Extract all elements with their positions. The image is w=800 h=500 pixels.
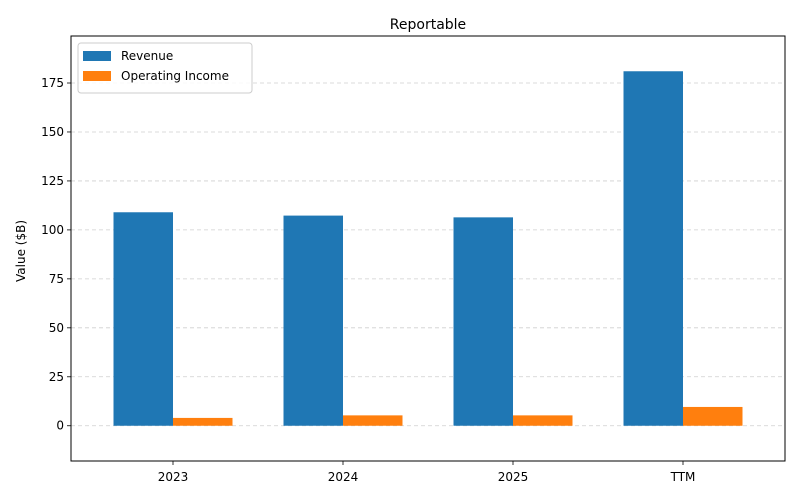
axes: 0 25 50 75 100 125 150 175 2023 2024 2025 TTM bbox=[41, 35, 786, 484]
legend-swatch-operating-income bbox=[83, 71, 111, 81]
y-tick-label: 0 bbox=[56, 419, 64, 433]
bar-operating-income-2025 bbox=[513, 415, 573, 426]
bar-operating-income-ttm bbox=[683, 406, 743, 426]
legend-swatch-revenue bbox=[83, 51, 111, 61]
y-tick-label: 50 bbox=[49, 321, 64, 335]
bar-revenue-2024 bbox=[283, 215, 343, 426]
x-tick-label: 2023 bbox=[158, 470, 189, 484]
y-tick-label: 25 bbox=[49, 370, 64, 384]
y-tick-label: 75 bbox=[49, 272, 64, 286]
bar-revenue-2023 bbox=[113, 212, 173, 426]
bars bbox=[113, 71, 743, 426]
y-tick-label: 125 bbox=[41, 174, 64, 188]
y-tick-label: 175 bbox=[41, 76, 64, 90]
y-axis-label: Value ($B) bbox=[14, 220, 28, 282]
x-tick-label: 2024 bbox=[328, 470, 359, 484]
x-tick-label: TTM bbox=[670, 470, 696, 484]
bar-operating-income-2024 bbox=[343, 415, 403, 426]
bar-revenue-2025 bbox=[453, 217, 513, 426]
plot-frame bbox=[70, 35, 786, 462]
x-tick-label: 2025 bbox=[498, 470, 529, 484]
y-tick-label: 100 bbox=[41, 223, 64, 237]
chart-title: Reportable bbox=[390, 17, 466, 33]
bar-operating-income-2023 bbox=[173, 417, 233, 426]
legend-label: Operating Income bbox=[121, 69, 229, 83]
legend-box bbox=[77, 42, 253, 94]
legend-label: Revenue bbox=[121, 49, 173, 63]
legend: Revenue Operating Income bbox=[77, 42, 253, 94]
y-tick-label: 150 bbox=[41, 125, 64, 139]
bar-revenue-ttm bbox=[623, 71, 683, 426]
